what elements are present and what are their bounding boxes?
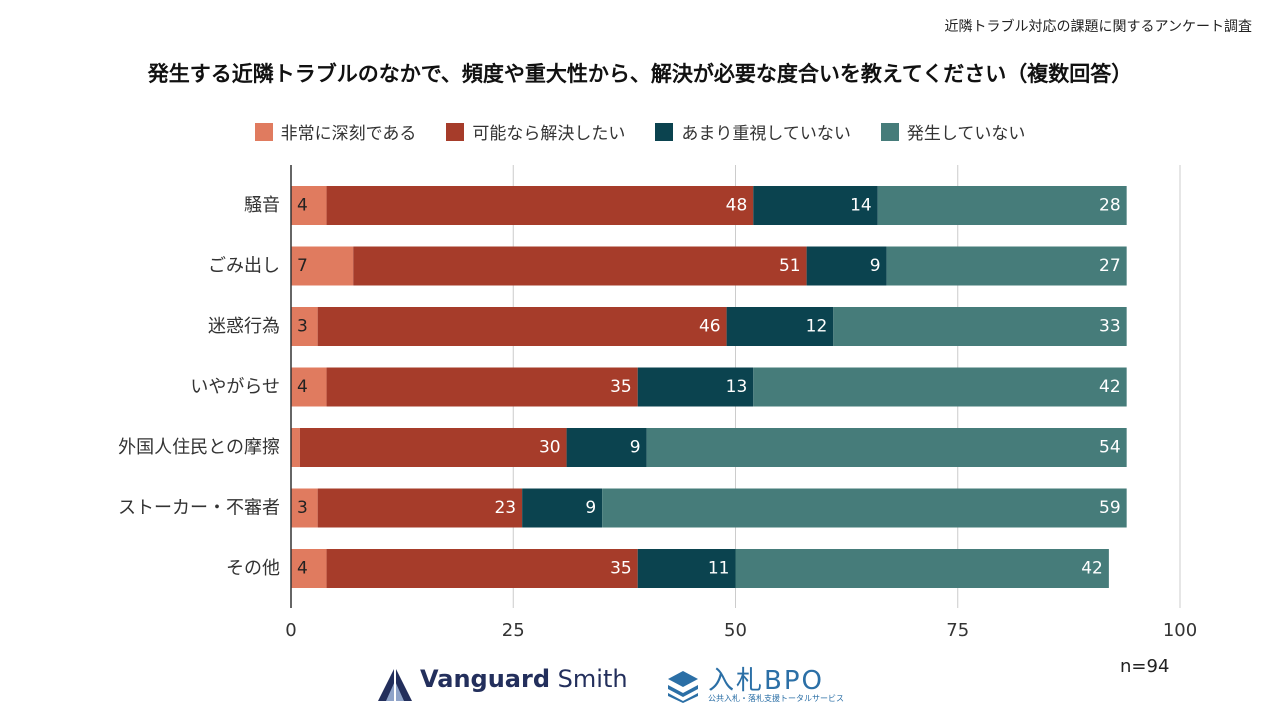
- legend-swatch-serious: [254, 122, 273, 141]
- category-label-0: 騒音: [244, 195, 280, 216]
- stacked-layers-icon: [668, 671, 698, 703]
- bar-want-resolve-2: [317, 307, 727, 346]
- x-tick-label-0: 0: [285, 620, 296, 641]
- bar-not-occurring-0: [877, 186, 1127, 225]
- data-label-want-resolve-5: 23: [494, 498, 516, 518]
- bar-serious-0: [291, 186, 327, 225]
- x-tick-label-25: 25: [502, 620, 525, 641]
- data-label-not-important-2: 12: [806, 317, 828, 337]
- nyusatsu-bpo-main-text: 入札BPO: [708, 666, 824, 696]
- legend-item-not-occurring: 発生していない: [880, 119, 1026, 144]
- bar-not-important-4: [566, 428, 647, 467]
- data-label-not-occurring-4: 54: [1099, 438, 1121, 458]
- bar-not-important-2: [726, 307, 834, 346]
- legend-label-want-resolve: 可能なら解決したい: [472, 124, 626, 144]
- vanguard-smith-logo: Vanguard Smith: [378, 657, 628, 701]
- data-label-not-important-0: 14: [850, 196, 872, 216]
- data-label-want-resolve-0: 48: [726, 196, 748, 216]
- bar-not-important-3: [637, 367, 754, 407]
- data-label-want-resolve-4: 30: [539, 438, 561, 458]
- bar-not-occurring-6: [735, 549, 1109, 588]
- legend-label-not-important: あまり重視していない: [681, 124, 851, 144]
- bar-not-occurring-5: [602, 488, 1127, 528]
- legend-item-not-important: あまり重視していない: [655, 119, 851, 144]
- x-tick-label-75: 75: [946, 620, 969, 641]
- category-label-1: ごみ出し: [208, 256, 280, 277]
- legend-swatch-not-important: [655, 122, 674, 141]
- data-label-serious-1: 7: [297, 256, 308, 276]
- survey-label: 近隣トラブル対応の課題に関するアンケート調査: [944, 19, 1252, 35]
- bar-want-resolve-3: [326, 367, 638, 407]
- bar-serious-4: [291, 428, 300, 467]
- legend-swatch-want-resolve: [446, 122, 465, 141]
- data-label-not-occurring-6: 42: [1081, 559, 1103, 579]
- data-label-not-occurring-1: 27: [1099, 256, 1121, 276]
- smith-wordmark-light: Smith: [557, 665, 628, 693]
- bar-serious-2: [291, 307, 318, 346]
- data-label-serious-3: 4: [297, 377, 308, 397]
- data-label-want-resolve-2: 46: [699, 317, 721, 337]
- data-label-not-important-5: 9: [585, 498, 596, 518]
- bar-serious-3: [291, 367, 327, 407]
- data-label-not-important-3: 13: [726, 377, 748, 397]
- data-label-not-occurring-0: 28: [1099, 196, 1121, 216]
- category-label-5: ストーカー・不審者: [118, 498, 280, 519]
- nyusatsu-bpo-sub-text: 公共入札・落札支援トータルサービス: [708, 694, 844, 703]
- bar-not-important-1: [806, 246, 887, 286]
- data-label-serious-0: 4: [297, 196, 308, 216]
- x-tick-label-50: 50: [724, 620, 747, 641]
- data-label-serious-5: 3: [297, 498, 308, 518]
- bar-not-important-5: [522, 488, 603, 528]
- bar-want-resolve-6: [326, 549, 638, 588]
- legend: 非常に深刻である 可能なら解決したい あまり重視していない 発生していない: [0, 119, 1280, 144]
- chart-title: 発生する近隣トラブルのなかで、頻度や重大性から、解決が必要な度合いを教えてくださ…: [147, 62, 1133, 86]
- data-label-not-important-4: 9: [630, 438, 641, 458]
- sample-size-label: n=94: [1120, 656, 1170, 677]
- bar-want-resolve-4: [299, 428, 567, 467]
- vanguard-wordmark-bold: Vanguard: [420, 665, 551, 693]
- legend-swatch-not-occurring: [880, 122, 899, 141]
- bar-serious-6: [291, 549, 327, 588]
- category-label-2: 迷惑行為: [208, 316, 280, 337]
- bar-not-occurring-3: [753, 367, 1127, 407]
- bar-not-occurring-4: [646, 428, 1127, 467]
- bar-want-resolve-1: [353, 246, 807, 286]
- data-label-not-important-6: 11: [708, 559, 730, 579]
- nyusatsu-bpo-logo: 入札BPO 公共入札・落札支援トータルサービス: [666, 668, 844, 704]
- data-label-not-important-1: 9: [870, 256, 881, 276]
- bar-not-occurring-2: [833, 307, 1127, 346]
- data-label-want-resolve-6: 35: [610, 559, 632, 579]
- legend-label-serious: 非常に深刻である: [280, 124, 417, 144]
- legend-item-serious: 非常に深刻である: [254, 119, 417, 144]
- bar-not-important-0: [753, 186, 878, 225]
- bar-serious-5: [291, 488, 318, 528]
- data-label-serious-2: 3: [297, 317, 308, 337]
- legend-item-want-resolve: 可能なら解決したい: [446, 119, 625, 144]
- bar-serious-1: [291, 246, 354, 286]
- nyusatsu-bpo-wordmark: 入札BPO 公共入札・落札支援トータルサービス: [708, 668, 844, 704]
- x-tick-label-100: 100: [1163, 620, 1197, 641]
- bar-want-resolve-0: [326, 186, 754, 225]
- data-label-serious-6: 4: [297, 559, 308, 579]
- bar-want-resolve-5: [317, 488, 523, 528]
- category-label-4: 外国人住民との摩擦: [118, 437, 280, 458]
- data-label-want-resolve-3: 35: [610, 377, 632, 397]
- category-label-6: その他: [226, 558, 280, 579]
- data-label-want-resolve-1: 51: [779, 256, 801, 276]
- data-label-not-occurring-5: 59: [1099, 498, 1121, 518]
- data-label-not-occurring-3: 42: [1099, 377, 1121, 397]
- legend-label-not-occurring: 発生していない: [906, 124, 1026, 144]
- category-label-3: いやがらせ: [190, 377, 280, 398]
- vanguard-mountain-icon: [378, 657, 412, 701]
- bar-not-important-6: [637, 549, 736, 588]
- bar-not-occurring-1: [886, 246, 1127, 286]
- data-label-not-occurring-2: 33: [1099, 317, 1121, 337]
- vanguard-smith-wordmark: Vanguard Smith: [420, 665, 628, 693]
